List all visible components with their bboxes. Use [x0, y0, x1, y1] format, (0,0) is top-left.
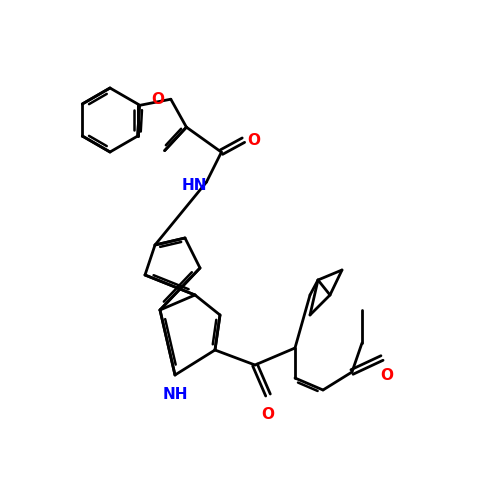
Text: O: O	[262, 407, 274, 422]
Text: O: O	[151, 92, 164, 106]
Text: NH: NH	[162, 387, 188, 402]
Text: HN: HN	[182, 178, 207, 192]
Text: O: O	[247, 132, 260, 148]
Text: O: O	[380, 368, 394, 383]
